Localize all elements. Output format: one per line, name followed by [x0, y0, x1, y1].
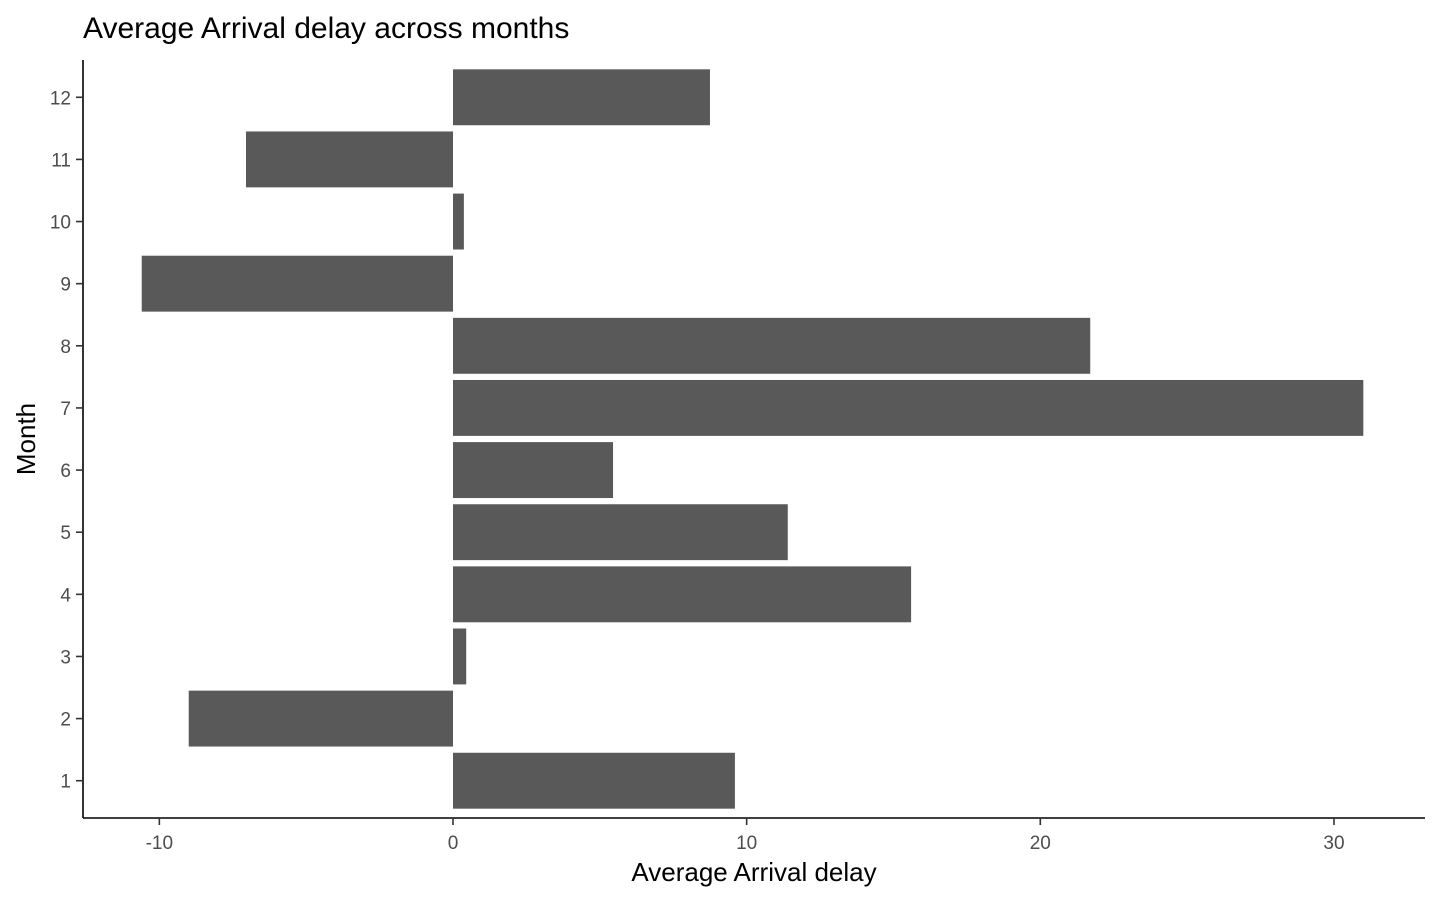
bar-month-2: [188, 690, 454, 747]
x-tick-label: 30: [1323, 833, 1344, 854]
y-tick-label: 7: [60, 399, 71, 420]
y-tick-label: 10: [50, 213, 71, 234]
y-tick-label: 4: [60, 585, 71, 606]
y-tick-label: 9: [60, 275, 71, 296]
bar-month-10: [453, 193, 464, 250]
y-tick-label: 2: [60, 710, 71, 731]
chart-title: Average Arrival delay across months: [83, 12, 569, 45]
bar-month-7: [453, 379, 1364, 436]
y-tick-label: 8: [60, 337, 71, 358]
y-axis-title: Month: [11, 403, 41, 475]
y-tick-label: 5: [60, 523, 71, 544]
x-tick-label: 20: [1030, 833, 1051, 854]
bar-month-11: [245, 131, 454, 188]
bar-month-8: [453, 317, 1091, 374]
bar-month-9: [141, 255, 454, 312]
x-axis-title: Average Arrival delay: [631, 857, 876, 887]
bar-month-5: [453, 504, 788, 561]
x-tick-label: -10: [146, 833, 173, 854]
bar-month-6: [453, 442, 614, 499]
y-tick-label: 1: [60, 772, 71, 793]
bar-month-12: [453, 69, 710, 126]
bar-month-3: [453, 628, 467, 685]
bar-month-4: [453, 566, 912, 623]
y-tick-label: 11: [51, 150, 71, 171]
y-tick-label: 6: [60, 461, 71, 482]
y-tick-label: 12: [50, 88, 71, 109]
x-tick-label: 10: [736, 833, 757, 854]
x-tick-label: 0: [448, 833, 459, 854]
bars-group: [141, 69, 1364, 809]
x-axis-ticks: -10 0 10 20 30: [146, 818, 1345, 854]
bar-month-1: [453, 752, 735, 809]
y-tick-label: 3: [60, 647, 71, 668]
